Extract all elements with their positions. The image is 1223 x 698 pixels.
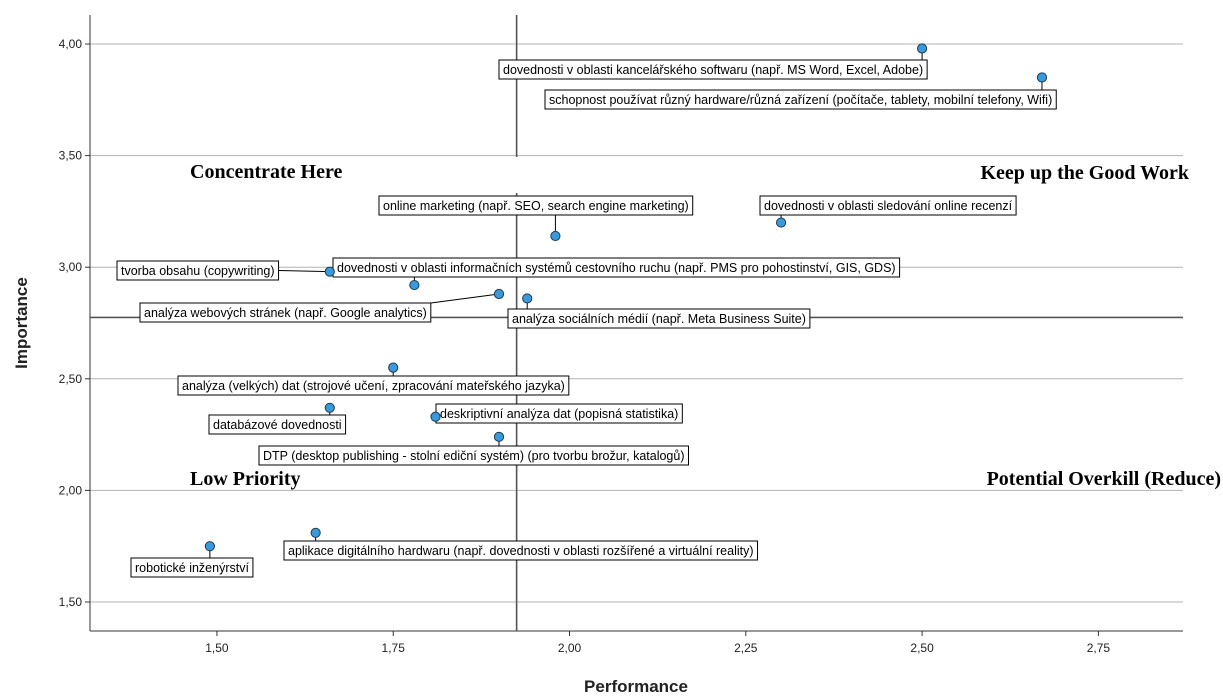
data-point <box>310 527 321 538</box>
x-tick-label: 2,75 <box>1087 641 1111 655</box>
data-point <box>493 431 505 442</box>
x-axis-title: Performance <box>584 677 688 696</box>
point-label-box <box>378 195 694 216</box>
point-label: tvorba obsahu (copywriting) <box>121 264 275 278</box>
data-point <box>1036 72 1048 83</box>
point-label-box <box>208 414 347 435</box>
data-point <box>324 402 335 413</box>
point-label: online marketing (např. SEO, search engi… <box>383 199 689 213</box>
point-label-box <box>130 557 254 578</box>
point-label-box <box>544 89 1057 110</box>
point-label-box <box>283 540 759 561</box>
x-tick-label: 1,50 <box>205 641 229 655</box>
x-tick-label: 2,50 <box>910 641 934 655</box>
point-label: dovednosti v oblasti kancelářského softw… <box>503 63 923 77</box>
label-leader-line <box>278 270 330 273</box>
data-point <box>204 541 215 552</box>
y-tick-label: 2,00 <box>59 483 83 497</box>
point-label: aplikace digitálního hardwaru (např. dov… <box>288 544 754 558</box>
point-label-box <box>177 375 570 396</box>
y-tick-label: 2,50 <box>59 372 83 386</box>
x-tick-label: 1,75 <box>382 641 406 655</box>
point-label-box <box>258 445 689 466</box>
point-label-box <box>332 257 901 278</box>
point-label: robotické inženýrství <box>135 561 249 575</box>
y-tick-label: 3,00 <box>59 260 83 274</box>
point-label: DTP (desktop publishing - stolní ediční … <box>263 449 685 463</box>
point-label-box <box>116 260 280 281</box>
data-point <box>550 230 561 242</box>
y-tick-label: 1,50 <box>59 595 83 609</box>
point-label-box <box>507 308 811 329</box>
data-points <box>204 43 1048 552</box>
point-label-box <box>498 59 928 80</box>
quadrant-label-background <box>850 157 1190 193</box>
data-point <box>409 279 420 291</box>
point-label: dovednosti v oblasti informačních systém… <box>337 261 896 275</box>
data-point <box>493 288 505 300</box>
point-label: deskriptivní analýza dat (popisná statis… <box>440 407 678 421</box>
data-point <box>775 217 787 228</box>
point-label: databázové dovednosti <box>213 418 342 432</box>
point-label-box <box>139 302 432 323</box>
data-point <box>388 362 399 373</box>
point-label: schopnost používat různý hardware/různá … <box>549 93 1052 107</box>
quadrant-labels: Concentrate Here Keep up the Good Work Low… <box>133 157 1221 490</box>
y-tick-label: 3,50 <box>59 149 83 163</box>
data-point <box>522 293 533 304</box>
x-tick-label: 2,00 <box>558 641 582 655</box>
data-point <box>324 266 335 277</box>
quadrant-label-top-right: Keep up the Good Work <box>980 162 1189 184</box>
point-label: analýza (velkých) dat (strojové učení, z… <box>182 379 565 393</box>
data-point <box>430 411 441 422</box>
point-label: analýza webových stránek (např. Google a… <box>144 306 427 320</box>
y-tick-label: 4,00 <box>59 37 83 51</box>
point-label-box <box>759 195 1017 216</box>
quadrant-label-bottom-right: Potential Overkill (Reduce) <box>987 468 1221 490</box>
y-axis-title: Importance <box>12 277 31 369</box>
label-leader-line <box>430 293 500 304</box>
axes: 1,50 2,00 2,50 3,00 3,50 4,00 1,50 1,75 2,00 2,25… <box>59 15 1183 655</box>
data-point <box>916 43 928 54</box>
point-labels: dovednosti v oblasti kancelářského softw… <box>116 59 1057 578</box>
quadrant-label-background <box>133 157 525 193</box>
x-tick-label: 2,25 <box>734 641 758 655</box>
quadrant-label-bottom-left: Low Priority <box>190 468 301 490</box>
point-label: dovednosti v oblasti sledování online re… <box>764 199 1013 213</box>
quadrant-label-top-left: Concentrate Here <box>190 161 342 183</box>
point-label: analýza sociálních médií (např. Meta Bus… <box>512 312 806 326</box>
